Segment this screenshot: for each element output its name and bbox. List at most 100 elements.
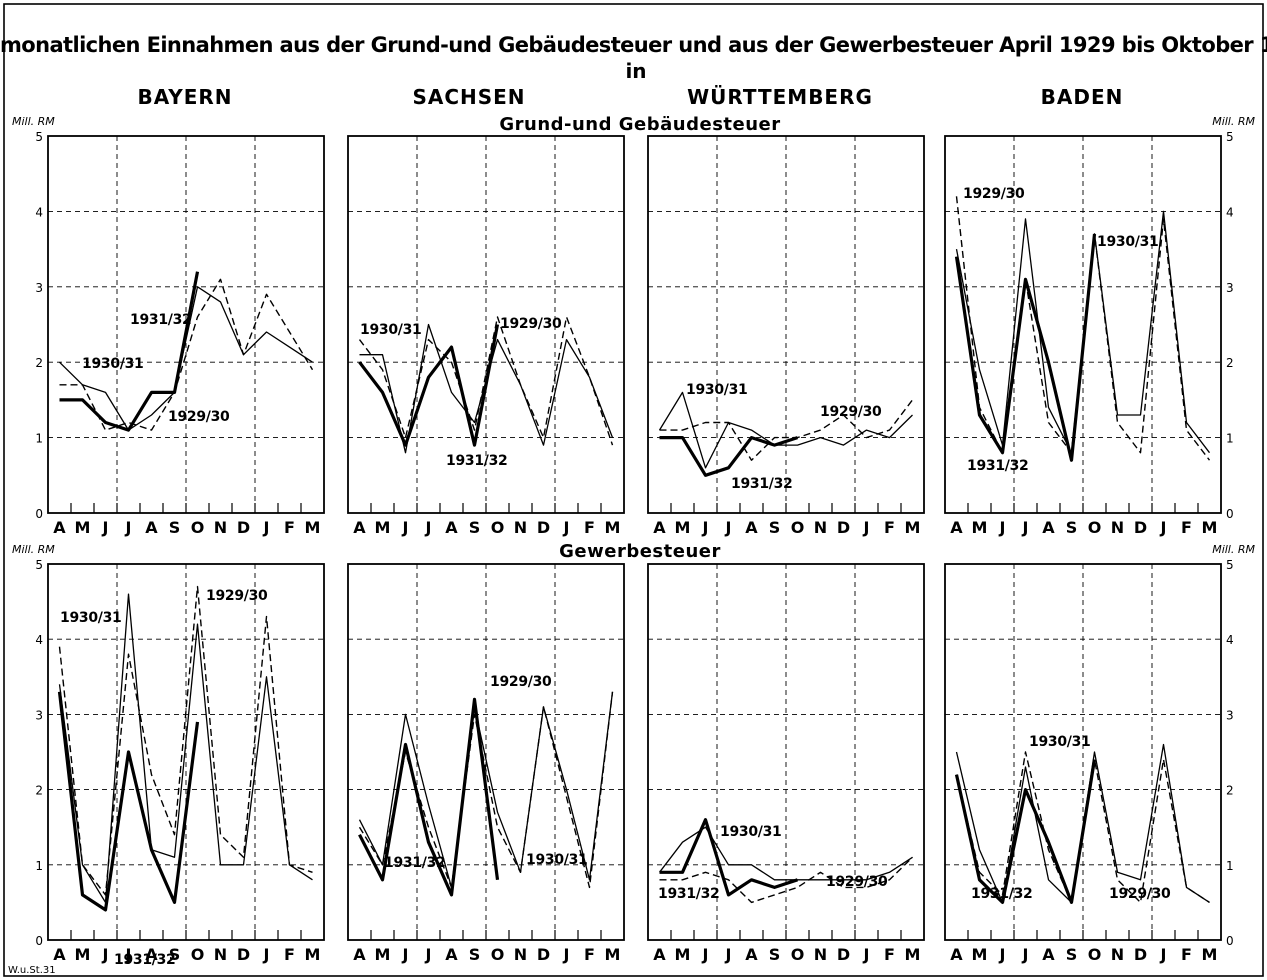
month-label: J [999,945,1006,964]
series-line-1931-32-bayern-gewerbe [57,691,200,912]
series-annotation: 1929/30 [490,674,552,690]
series-annotation: 1930/31 [360,322,421,338]
month-label: S [469,518,481,537]
series-annotation: 1931/32 [731,476,792,492]
panel-frame [347,135,625,514]
series-annotation: 1931/32 [658,886,719,902]
month-label: O [491,518,505,537]
month-label: J [263,945,270,964]
panel-frame [944,135,1222,514]
series-annotation: 1931/32 [130,312,191,328]
panel-frame [647,135,925,514]
region-label-sachsen: SACHSEN [412,85,525,109]
y-tick-label: 5 [1226,558,1234,572]
series-annotation: 1929/30 [820,404,882,420]
month-label: M [675,945,691,964]
month-label: J [125,945,132,964]
month-label: M [905,518,921,537]
month-label: O [191,518,205,537]
y-tick-label: 2 [1226,356,1234,370]
panel-frame [47,563,325,941]
month-label: N [1111,945,1124,964]
y-tick-label: 2 [35,784,43,798]
month-label: J [725,518,732,537]
series-annotation: 1930/31 [60,610,121,626]
month-label: F [584,945,595,964]
panel-frame [944,563,1222,941]
y-tick-label: 3 [35,281,43,295]
month-label: A [950,945,963,964]
month-label: M [305,945,321,964]
y-tick-label: 5 [35,130,43,144]
month-label: J [402,518,409,537]
month-label: J [563,945,570,964]
series-annotation: 1930/31 [1029,734,1090,750]
month-label: N [514,518,527,537]
month-label: F [1181,945,1192,964]
month-label: S [469,945,481,964]
month-label: A [1042,945,1055,964]
series-annotation: 1931/32 [114,952,175,968]
month-label: J [1160,945,1167,964]
series-annotation: 1930/31 [686,382,747,398]
series-annotation: 1931/32 [384,855,445,871]
series-line-1929-30-wuerttemberg-grund [659,399,914,461]
month-label: D [237,518,250,537]
credit-label: W.u.St.31 [8,965,56,976]
series-annotation: 1929/30 [500,316,562,332]
chart-panels: A M J J A S O N D J F M0123451930/311931/321929/30A… [35,130,1233,968]
month-label: S [1066,945,1078,964]
month-label: O [191,945,205,964]
series-line-1931-32-wuerttemberg-gewerbe [659,818,799,897]
series-line-1930-31-sachsen-gewerbe [358,691,614,889]
month-label: A [353,518,366,537]
series-line-1929-30-bayern-grund [59,278,314,431]
panel-frame [347,563,625,941]
month-label: J [702,518,709,537]
month-label: A [53,518,66,537]
y-tick-label: 4 [35,633,43,647]
month-label: J [563,518,570,537]
series-line-1931-32-sachsen-grund [358,324,500,447]
series-line-1931-32-wuerttemberg-grund [659,436,798,477]
month-label: J [863,518,870,537]
month-label: F [284,945,295,964]
y-tick-label: 1 [1226,859,1234,873]
series-annotation: 1931/32 [971,886,1032,902]
month-label: A [745,518,758,537]
section-title-grund: Grund-und Gebäudesteuer [499,114,780,135]
month-label: M [75,945,91,964]
y-tick-label: 4 [1226,205,1234,219]
month-label: M [1202,945,1218,964]
y-tick-label: 2 [1226,784,1234,798]
month-label: J [102,945,109,964]
month-label: J [402,945,409,964]
month-label: O [1088,518,1102,537]
month-label: D [537,945,550,964]
month-label: M [305,518,321,537]
y-tick-label: 2 [35,356,43,370]
panel-frame [47,135,325,514]
series-annotation: 1931/32 [446,453,507,469]
month-label: A [445,945,458,964]
month-label: J [125,518,132,537]
month-label: F [284,518,295,537]
month-label: M [75,518,91,537]
month-label: J [725,945,732,964]
month-label: J [102,518,109,537]
figure-subtitle: in [625,59,646,83]
y-tick-label: 5 [35,558,43,572]
series-annotation: 1930/31 [82,356,143,372]
month-label: N [814,945,827,964]
y-tick-label: 3 [1226,281,1234,295]
month-label: J [425,945,432,964]
month-label: A [950,518,963,537]
month-label: F [584,518,595,537]
month-label: A [445,518,458,537]
month-label: A [145,945,158,964]
